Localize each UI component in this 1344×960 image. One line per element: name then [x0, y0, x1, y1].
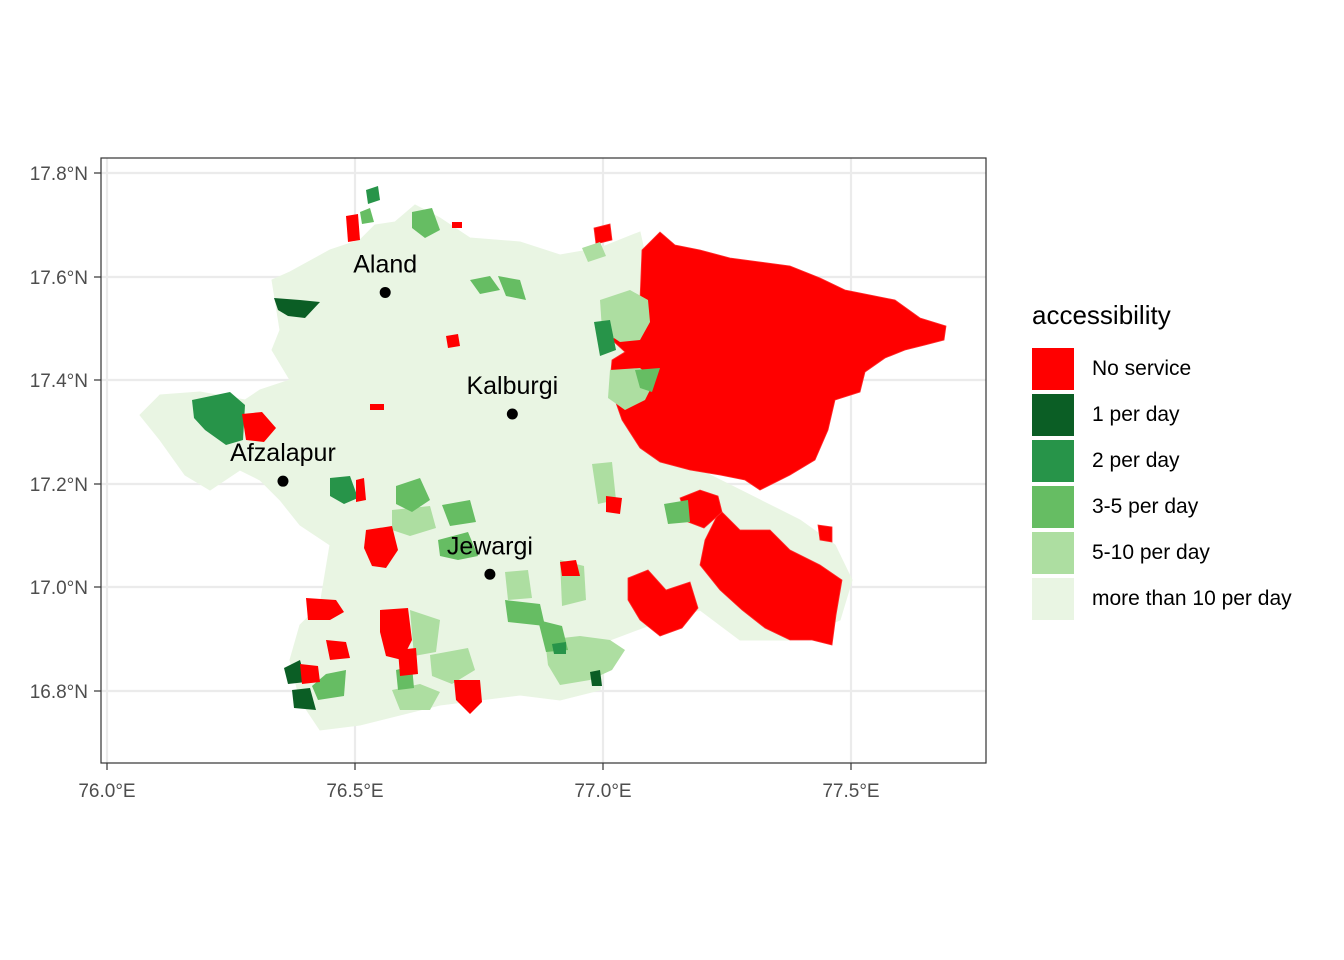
city-label: Jewargi — [447, 532, 533, 560]
legend-swatch — [1032, 348, 1074, 390]
legend-swatch — [1032, 532, 1074, 574]
city-point — [379, 286, 391, 298]
region-1 — [274, 298, 602, 710]
city-label: Afzalapur — [230, 439, 336, 467]
y-tick-label: 16.8°N — [30, 682, 88, 703]
x-axis: 76.0°E 76.5°E 77.0°E 77.5°E — [78, 781, 879, 802]
x-tick-label: 77.5°E — [822, 781, 879, 802]
legend-swatch — [1032, 394, 1074, 436]
x-tick-label: 76.5°E — [326, 781, 383, 802]
y-tick-label: 17.0°N — [30, 578, 88, 599]
plot-border — [100, 157, 987, 764]
y-tick-label: 17.2°N — [30, 475, 88, 496]
legend-swatch — [1032, 440, 1074, 482]
legend-item-more-than-10: more than 10 per day — [1032, 576, 1292, 622]
legend-item-3-5-per-day: 3-5 per day — [1032, 484, 1292, 530]
city-point — [506, 408, 518, 420]
legend-item-1-per-day: 1 per day — [1032, 392, 1292, 438]
y-tick-label: 17.6°N — [30, 268, 88, 289]
legend-swatch — [1032, 486, 1074, 528]
legend-title: accessibility — [1032, 300, 1171, 330]
x-tick-label: 76.0°E — [78, 781, 135, 802]
region-2 — [192, 186, 616, 654]
legend-item-5-10-per-day: 5-10 per day — [1032, 530, 1292, 576]
legend-label: 2 per day — [1092, 449, 1180, 472]
legend: accessibility No service 1 per day 2 per… — [1032, 300, 1292, 622]
city-point — [484, 568, 496, 580]
legend-label: 5-10 per day — [1092, 541, 1210, 564]
city-markers: Aland Kalburgi Afzalapur Jewargi — [230, 250, 558, 580]
axis-ticks — [94, 172, 852, 770]
legend-label: No service — [1092, 357, 1192, 380]
legend-label: 1 per day — [1092, 403, 1180, 426]
region-no-service-west — [242, 214, 622, 714]
legend-label: more than 10 per day — [1092, 587, 1292, 610]
x-tick-label: 77.0°E — [574, 781, 631, 802]
legend-label: 3-5 per day — [1092, 495, 1199, 518]
city-point — [277, 475, 289, 487]
city-label: Aland — [353, 250, 417, 278]
legend-item-2-per-day: 2 per day — [1032, 438, 1292, 484]
legend-item-no-service: No service — [1032, 346, 1292, 392]
y-axis: 17.8°N 17.6°N 17.4°N 17.2°N 17.0°N 16.8°… — [30, 164, 88, 703]
legend-swatch — [1032, 578, 1074, 620]
city-label: Kalburgi — [466, 372, 558, 400]
y-tick-label: 17.4°N — [30, 371, 88, 392]
y-tick-label: 17.8°N — [30, 164, 88, 185]
region-no-service-east — [593, 223, 947, 646]
